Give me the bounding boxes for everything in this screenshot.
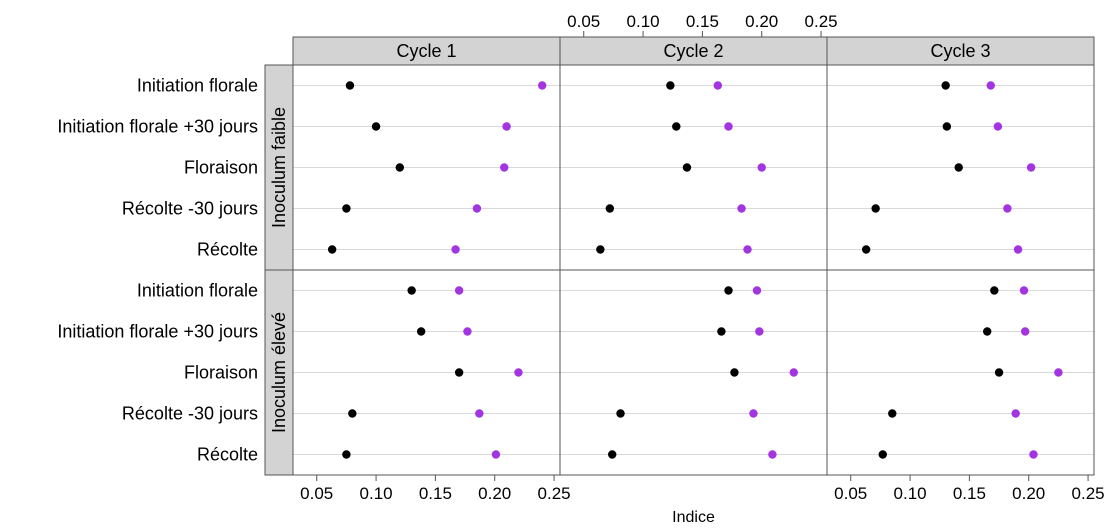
data-point-purple xyxy=(538,81,547,90)
data-point-purple xyxy=(789,368,798,377)
data-point-black xyxy=(871,204,880,213)
data-point-purple xyxy=(752,286,762,295)
x-tick-label: 0.05 xyxy=(834,484,867,503)
x-tick-label: 0.05 xyxy=(300,484,333,503)
x-tick-label: 0.10 xyxy=(627,12,660,31)
data-point-black xyxy=(983,327,992,336)
data-point-black xyxy=(861,245,871,254)
data-point-purple xyxy=(1013,245,1023,254)
data-point-black xyxy=(730,368,739,377)
data-point-black xyxy=(954,163,963,172)
x-tick-label: 0.20 xyxy=(1012,484,1045,503)
data-point-purple xyxy=(749,409,758,418)
data-point-purple xyxy=(502,122,511,131)
data-point-black xyxy=(724,286,733,295)
category-label: Récolte xyxy=(197,240,258,260)
data-point-black xyxy=(682,163,692,172)
data-point-purple xyxy=(993,122,1003,131)
x-tick-label: 0.15 xyxy=(953,484,986,503)
category-label: Initiation florale xyxy=(137,281,258,301)
data-point-purple xyxy=(1026,163,1036,172)
data-point-purple xyxy=(724,122,733,131)
column-strip-label: Cycle 1 xyxy=(396,41,456,61)
category-label: Initiation florale +30 jours xyxy=(57,117,258,137)
data-point-black xyxy=(454,368,464,377)
category-label: Récolte xyxy=(197,445,258,465)
strip-background xyxy=(826,36,1095,66)
data-point-purple xyxy=(451,245,460,254)
x-tick-label: 0.05 xyxy=(567,12,600,31)
data-point-black xyxy=(941,81,950,90)
data-point-black xyxy=(672,122,681,131)
data-point-purple xyxy=(986,81,995,90)
strip-background xyxy=(264,64,294,271)
data-point-black xyxy=(596,245,605,254)
data-point-black xyxy=(342,450,351,459)
data-point-black xyxy=(348,409,357,418)
x-tick-label: 0.20 xyxy=(478,484,511,503)
data-point-purple xyxy=(500,163,509,172)
data-point-black xyxy=(888,409,897,418)
category-label: Initiation florale +30 jours xyxy=(57,322,258,342)
row-strip-label: Inoculum faible xyxy=(269,107,289,228)
x-tick-label: 0.10 xyxy=(360,484,393,503)
data-point-black xyxy=(608,450,617,459)
data-point-purple xyxy=(463,327,472,336)
category-label: Récolte -30 jours xyxy=(122,199,258,219)
data-point-black xyxy=(616,409,625,418)
data-point-purple xyxy=(514,368,523,377)
category-label: Floraison xyxy=(184,158,258,178)
data-point-black xyxy=(395,163,404,172)
data-point-purple xyxy=(1019,286,1029,295)
data-point-black xyxy=(717,327,726,336)
data-point-purple xyxy=(1003,204,1012,213)
data-point-purple xyxy=(743,245,752,254)
data-point-black xyxy=(342,204,351,213)
data-point-purple xyxy=(768,450,777,459)
data-point-black xyxy=(942,122,952,131)
data-point-purple xyxy=(454,286,464,295)
x-tick-label: 0.25 xyxy=(538,484,571,503)
data-point-purple xyxy=(491,450,501,459)
category-label: Floraison xyxy=(184,363,258,383)
data-point-black xyxy=(416,327,426,336)
column-strip-label: Cycle 2 xyxy=(663,41,723,61)
data-point-purple xyxy=(472,204,482,213)
x-tick-label: 0.10 xyxy=(894,484,927,503)
data-point-purple xyxy=(755,327,764,336)
x-axis-title: Indice xyxy=(672,509,715,526)
data-point-black xyxy=(407,286,416,295)
data-point-black xyxy=(605,204,615,213)
x-tick-label: 0.15 xyxy=(419,484,452,503)
data-point-purple xyxy=(475,409,484,418)
data-point-purple xyxy=(737,204,746,213)
data-point-black xyxy=(994,368,1004,377)
x-tick-label: 0.25 xyxy=(1072,484,1105,503)
x-tick-label: 0.25 xyxy=(805,12,838,31)
strip-background xyxy=(559,36,828,66)
category-label: Initiation florale xyxy=(137,76,258,96)
data-point-purple xyxy=(1020,327,1030,336)
data-point-black xyxy=(666,81,675,90)
x-tick-label: 0.15 xyxy=(686,12,719,31)
data-point-purple xyxy=(1029,450,1038,459)
data-point-purple xyxy=(1054,368,1063,377)
data-point-black xyxy=(878,450,887,459)
data-point-black xyxy=(371,122,381,131)
data-point-purple xyxy=(713,81,723,90)
category-label: Récolte -30 jours xyxy=(122,404,258,424)
x-tick-label: 0.20 xyxy=(745,12,778,31)
data-point-purple xyxy=(757,163,766,172)
column-strip-label: Cycle 3 xyxy=(930,41,990,61)
data-point-black xyxy=(327,245,337,254)
data-point-purple xyxy=(1011,409,1020,418)
data-point-black xyxy=(345,81,355,90)
data-point-black xyxy=(990,286,999,295)
row-strip-label: Inoculum élevé xyxy=(269,312,289,433)
